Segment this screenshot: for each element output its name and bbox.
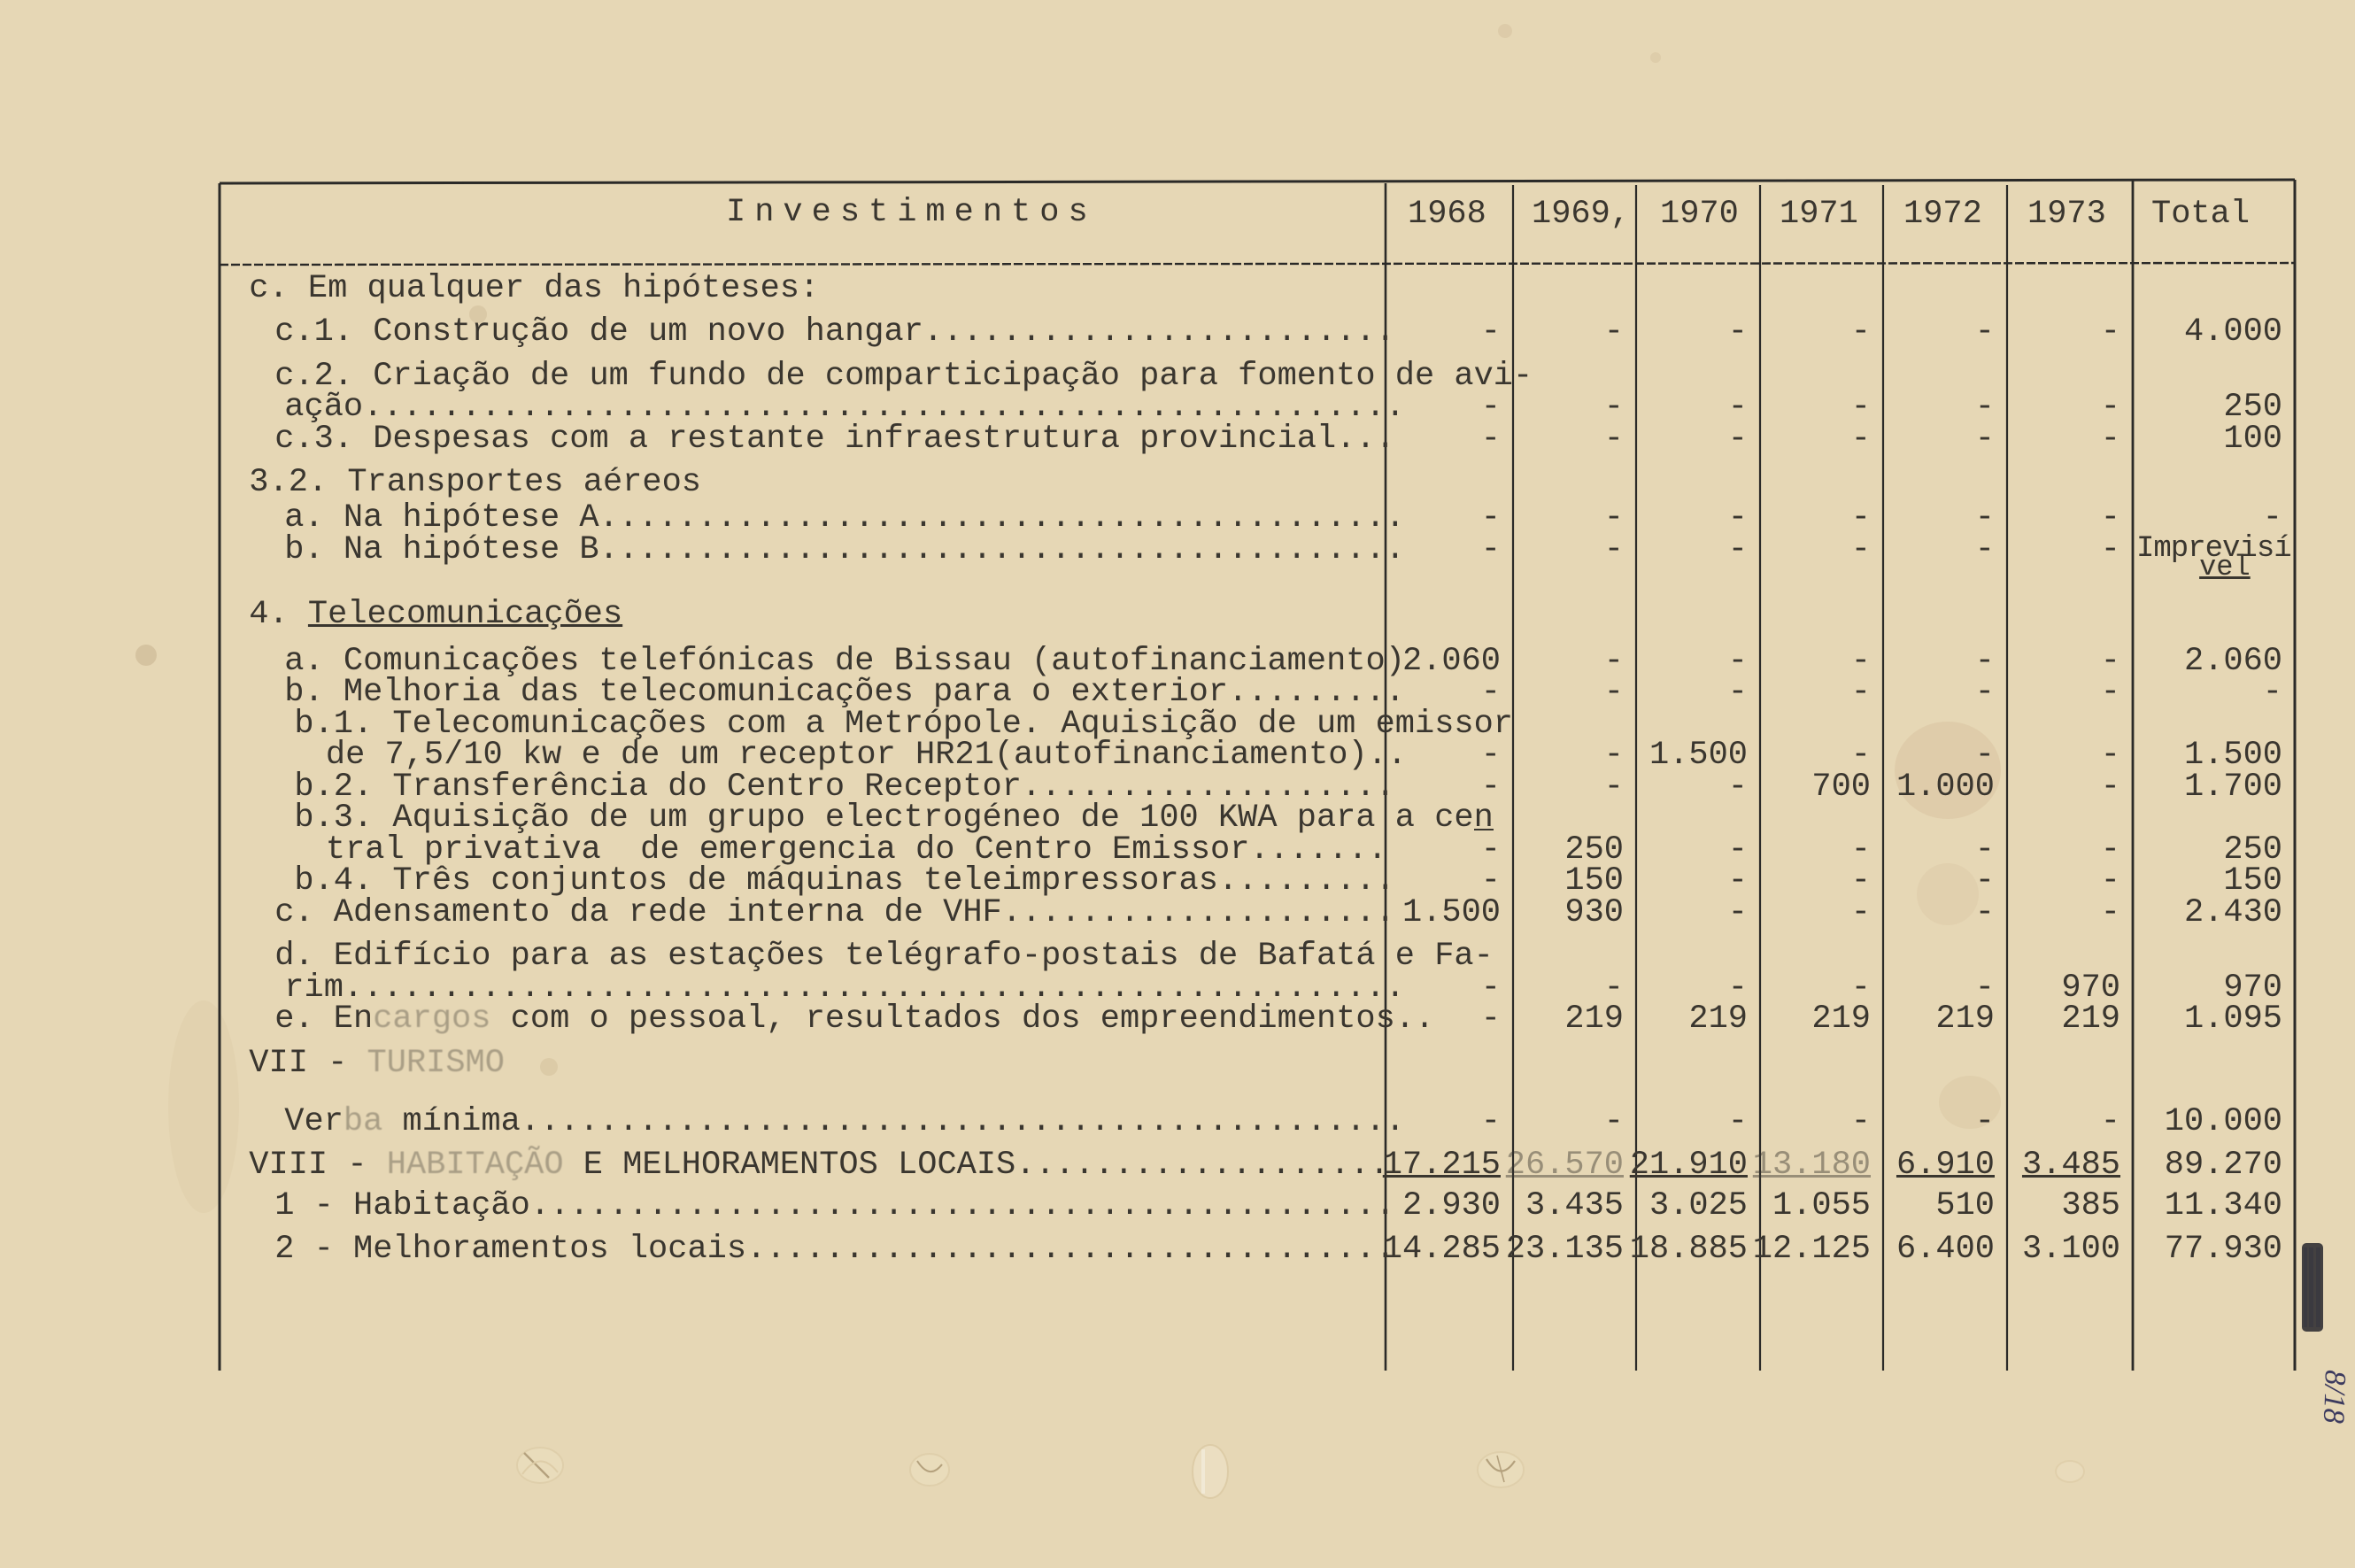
svg-text:8/18: 8/18: [2317, 1370, 2351, 1425]
